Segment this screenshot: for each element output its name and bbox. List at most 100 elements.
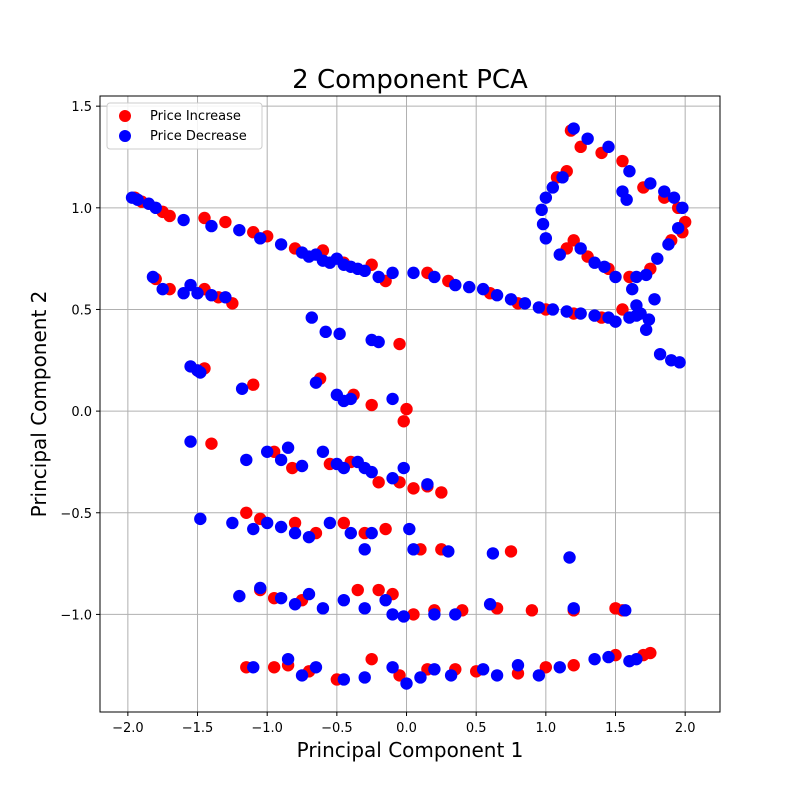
point-price-decrease [463, 280, 476, 294]
point-price-decrease [639, 323, 653, 336]
point-price-decrease [428, 608, 441, 621]
point-price-increase [219, 215, 232, 229]
point-price-increase [397, 415, 410, 428]
y-tick-label: −0.5 [60, 507, 92, 522]
point-price-increase [247, 378, 260, 391]
point-price-decrease [156, 282, 169, 296]
point-price-decrease [667, 191, 681, 204]
point-price-decrease [386, 661, 399, 674]
point-price-increase [288, 516, 302, 530]
point-price-decrease [518, 297, 532, 310]
point-price-decrease [532, 301, 546, 314]
ticks-layer: −2.0 −1.5 −1.0 −0.5 0.0 0.5 1.0 1.5 2.0 −1.0 −0.5 0… [60, 100, 695, 736]
point-price-decrease [247, 522, 260, 536]
point-price-decrease [567, 122, 580, 135]
x-tick-label: −0.5 [321, 721, 353, 736]
point-price-decrease [535, 203, 548, 217]
point-price-decrease [184, 278, 197, 292]
x-tick-label: 1.5 [605, 721, 626, 736]
point-price-decrease [309, 376, 323, 389]
point-price-decrease [546, 181, 560, 194]
point-price-decrease [407, 543, 420, 556]
legend-label-price-increase: Price Increase [150, 109, 241, 124]
point-price-decrease [400, 677, 413, 690]
point-price-increase [198, 211, 211, 225]
point-price-decrease [553, 661, 566, 674]
point-price-increase [400, 402, 413, 416]
point-price-decrease [546, 303, 560, 316]
point-price-decrease [442, 545, 455, 558]
point-price-decrease [676, 201, 689, 215]
point-price-decrease [205, 219, 218, 233]
point-price-decrease [449, 278, 462, 292]
point-price-decrease [626, 282, 639, 296]
point-price-decrease [194, 366, 207, 379]
point-price-increase [504, 545, 518, 558]
legend: Price Increase Price Decrease [106, 102, 263, 150]
point-price-decrease [658, 185, 671, 198]
point-price-decrease [191, 287, 204, 300]
point-price-increase [574, 140, 587, 154]
y-tick-label: −1.0 [60, 608, 92, 623]
point-price-decrease [177, 287, 190, 300]
x-tick-label: −1.0 [251, 721, 283, 736]
point-price-decrease [476, 663, 490, 676]
point-price-decrease [648, 293, 661, 306]
point-price-decrease [233, 223, 246, 237]
point-price-decrease [247, 661, 260, 674]
point-price-decrease [358, 671, 371, 684]
point-price-decrease [511, 659, 525, 672]
point-price-decrease [358, 264, 371, 278]
point-price-decrease [639, 268, 653, 282]
point-price-decrease [539, 232, 553, 245]
point-price-increase [365, 398, 378, 412]
point-price-decrease [403, 522, 416, 536]
point-price-decrease [333, 327, 346, 341]
point-price-decrease [620, 193, 633, 206]
point-price-decrease [490, 669, 504, 682]
point-price-decrease [337, 673, 351, 686]
point-price-decrease [365, 526, 378, 540]
point-price-increase [435, 486, 448, 499]
point-price-decrease [295, 459, 309, 473]
point-price-decrease [323, 516, 337, 530]
point-price-decrease [205, 289, 218, 302]
point-price-decrease [274, 591, 288, 605]
point-price-decrease [536, 217, 550, 231]
y-tick-label: 1.0 [71, 202, 92, 217]
point-price-decrease [295, 669, 309, 682]
point-price-decrease [281, 441, 295, 454]
point-price-decrease [634, 307, 647, 320]
point-price-decrease [233, 589, 246, 603]
plot-frame [99, 95, 721, 713]
x-tick-label: 0.5 [466, 721, 487, 736]
point-price-decrease [337, 461, 351, 475]
point-price-decrease [602, 650, 615, 664]
point-price-increase [351, 583, 364, 597]
point-price-decrease [623, 165, 636, 178]
point-price-decrease [274, 453, 288, 467]
point-price-decrease [254, 232, 267, 245]
point-price-increase [567, 659, 580, 672]
point-price-decrease [344, 392, 357, 406]
x-tick-label: −1.5 [182, 721, 214, 736]
point-price-decrease [588, 256, 601, 269]
point-price-decrease [316, 602, 330, 615]
legend-marker-price-increase [119, 110, 131, 122]
point-price-decrease [476, 282, 490, 296]
point-price-decrease [553, 248, 566, 261]
point-price-increase [379, 522, 392, 536]
point-price-decrease [574, 242, 587, 255]
point-price-decrease [274, 238, 288, 251]
point-price-decrease [490, 289, 504, 302]
point-price-increase [616, 303, 629, 316]
point-price-decrease [609, 315, 622, 328]
point-price-increase [393, 337, 406, 351]
x-tick-label: −2.0 [112, 721, 144, 736]
point-price-decrease [302, 530, 316, 544]
point-price-decrease [386, 392, 399, 406]
legend-label-price-decrease: Price Decrease [150, 129, 247, 144]
point-price-decrease [428, 663, 441, 676]
point-price-decrease [662, 238, 675, 251]
